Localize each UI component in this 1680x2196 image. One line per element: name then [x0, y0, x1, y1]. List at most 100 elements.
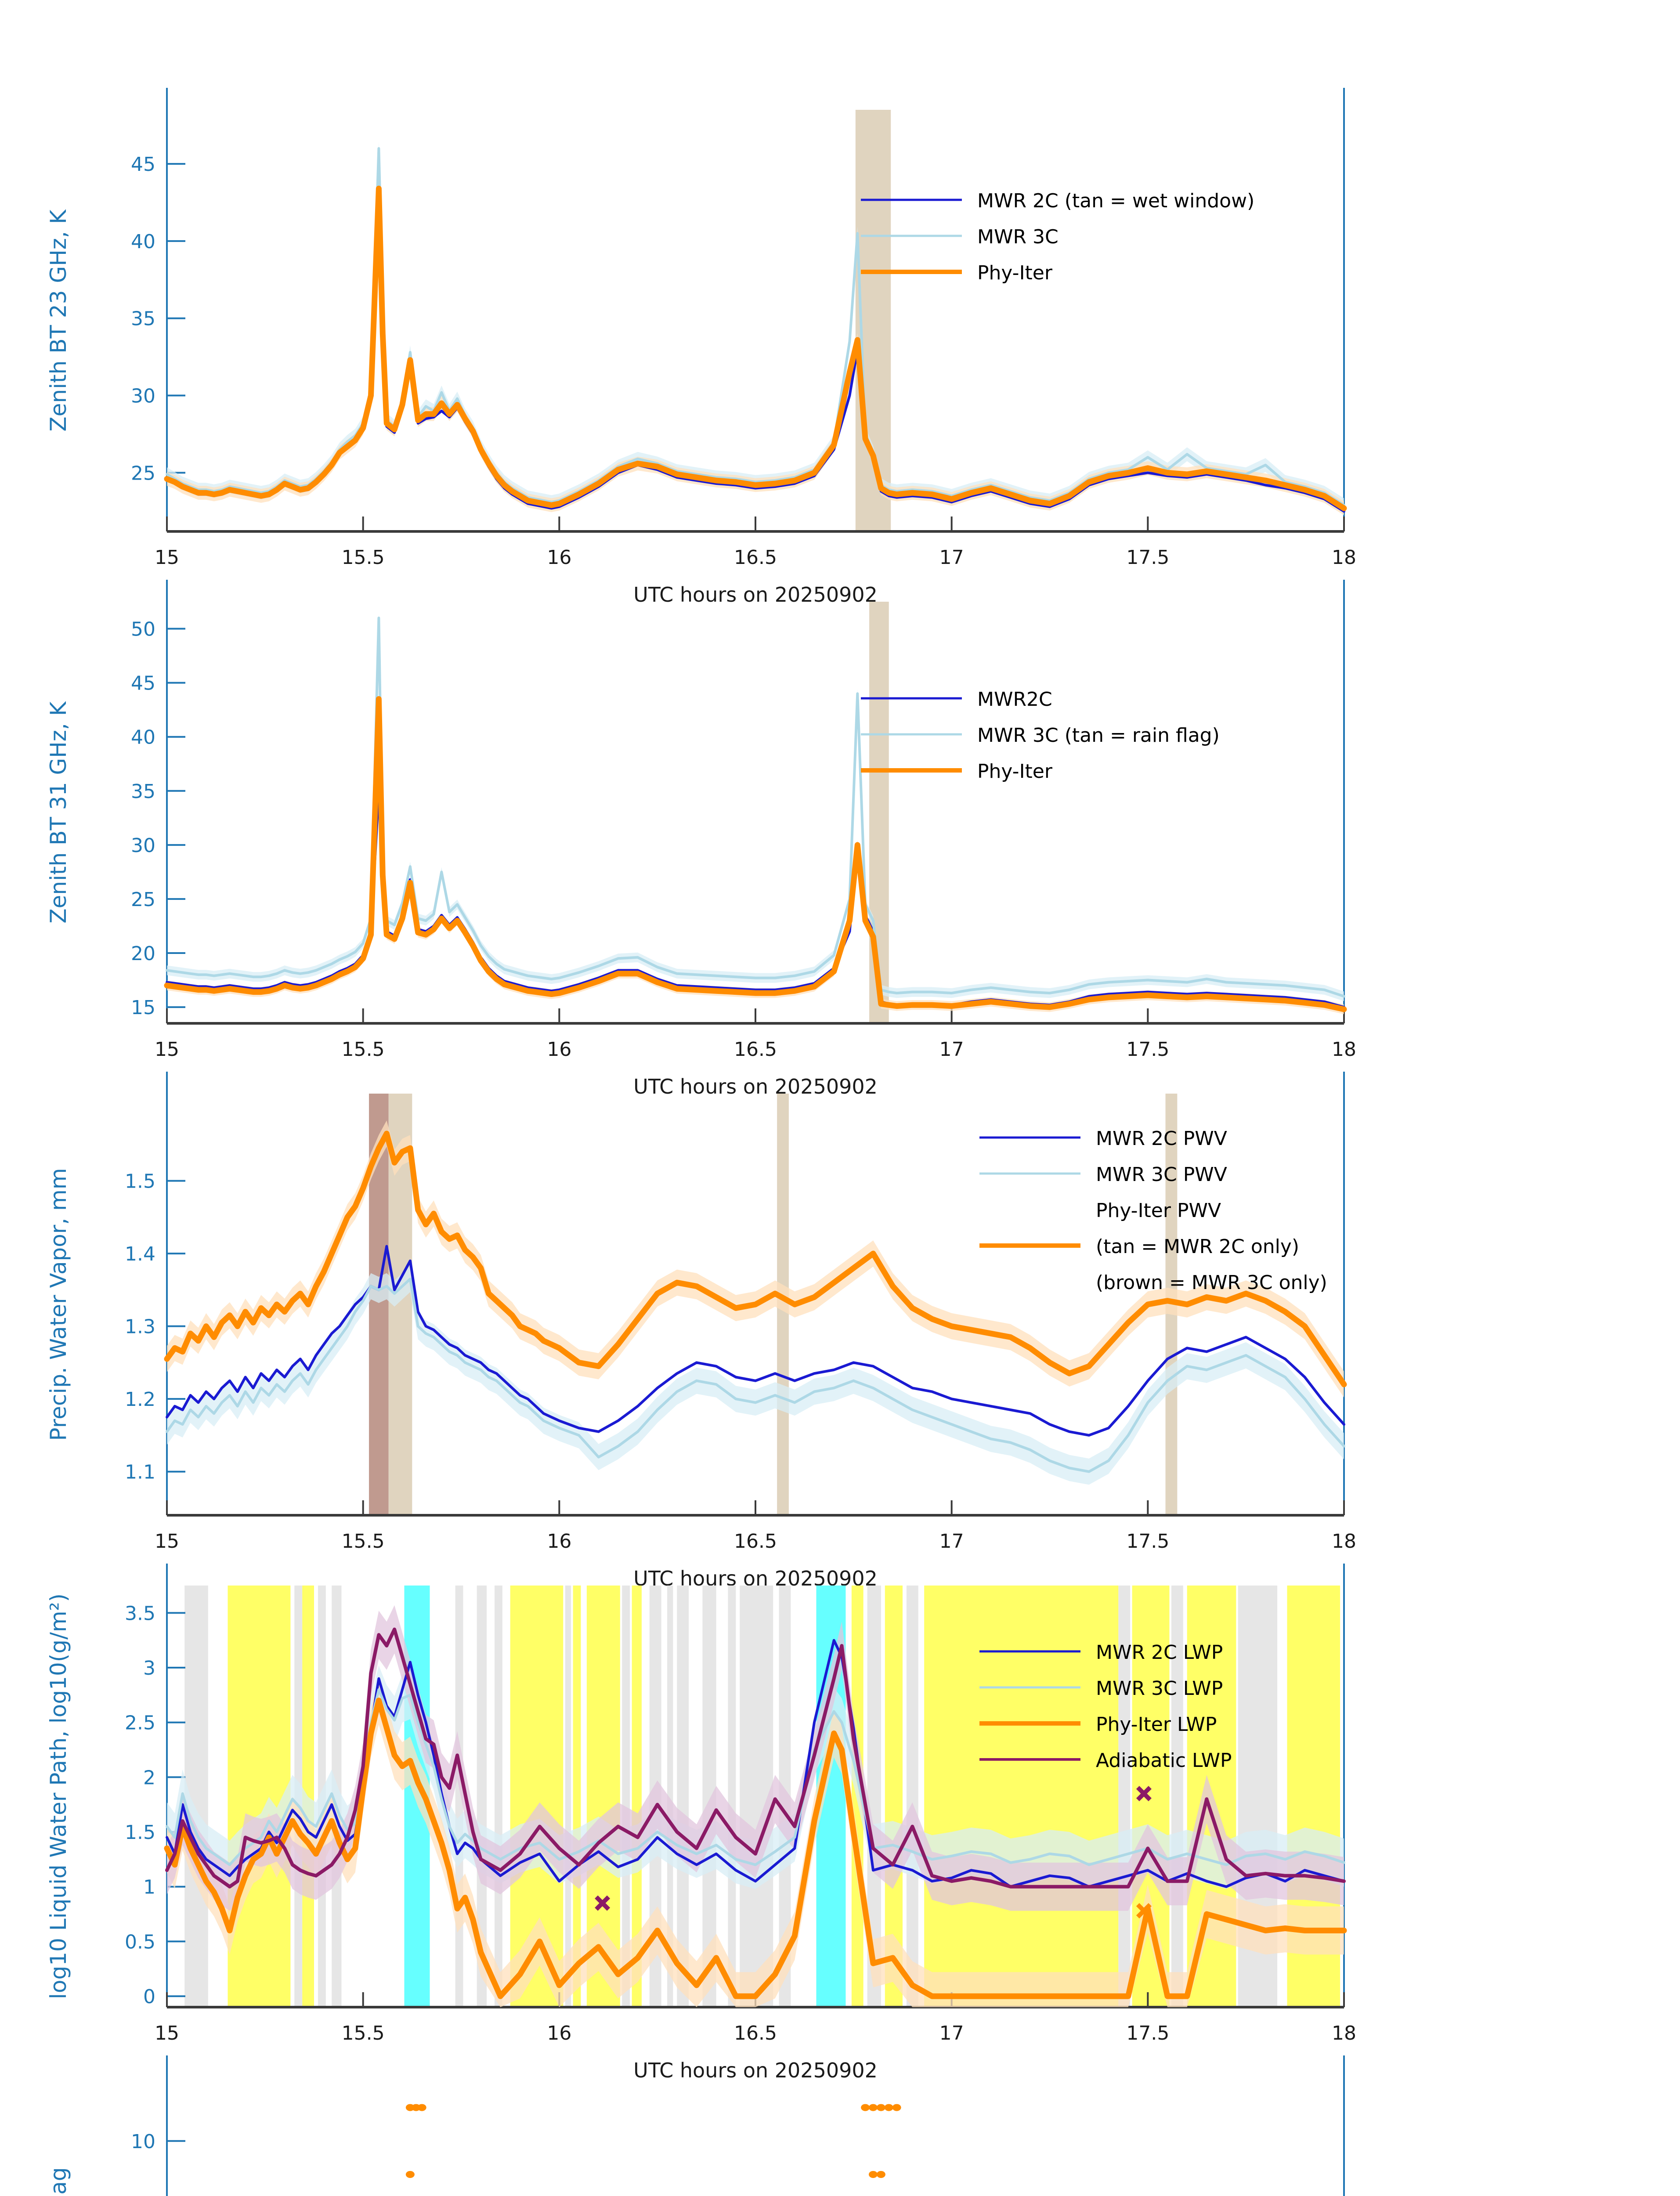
shaded-span: [573, 1586, 581, 2007]
y-tick-label: 10: [131, 2131, 155, 2153]
x-tick-label: 16.5: [734, 1530, 777, 1553]
x-tick-label: 16: [547, 546, 571, 569]
legend-label: MWR 3C PWV: [1096, 1163, 1227, 1186]
shaded-spans: [869, 602, 889, 1023]
y-tick-label: 35: [131, 780, 155, 803]
legend-label: MWR 2C (tan = wet window): [977, 190, 1254, 212]
y-tick-label: 2: [143, 1766, 155, 1789]
shaded-span: [1118, 1586, 1131, 2007]
scatter-point: [405, 2171, 415, 2178]
scatter-point: [417, 2104, 426, 2111]
x-tick-label: 17.5: [1126, 2022, 1169, 2044]
shaded-span: [477, 1586, 487, 2007]
y-tick-label: 1.1: [125, 1461, 155, 1484]
scatter-point: [892, 2104, 901, 2111]
shaded-span: [494, 1586, 502, 2007]
series-line: [166, 147, 1345, 507]
shaded-span: [906, 1586, 918, 2007]
x-tick-label: 17.5: [1126, 1038, 1169, 1061]
y-tick-label: 30: [131, 385, 155, 408]
series-group: [164, 141, 1347, 516]
y-tick-label: 0.5: [125, 1931, 155, 1953]
y-tick-label: 40: [131, 726, 155, 749]
series-line: [166, 1278, 1345, 1473]
y-axis-title: log10 Liquid Water Path, log10(g/m²): [46, 1593, 71, 1999]
axes: 25 30 35 40 45 15 15.5 16 16.5 17 17.5 18: [131, 88, 1356, 569]
x-tick-label: 15: [155, 1530, 179, 1553]
plot-area-2: 15 20 25 30 35 40 45 50 15 15.5 16 16.5 17 17.5 18 Zeni…: [46, 580, 1356, 1098]
x-tick-label: 17.5: [1126, 1530, 1169, 1553]
scatter-point: [861, 2104, 870, 2111]
shaded-span: [667, 1586, 673, 2007]
shaded-span: [622, 1586, 630, 2007]
series-line: [164, 696, 1347, 1012]
scatter-point: [869, 2104, 878, 2111]
legend-label: MWR 3C LWP: [1096, 1677, 1223, 1700]
data-marker: [595, 1895, 611, 1911]
series-line: [166, 1688, 1345, 1866]
chart-panel-4: 0 0.5 1 1.5 2 2.5 3 3.5 15 15.5 16 16.5 17 17.5 18 log1…: [0, 1550, 1680, 2082]
uncertainty-band: [167, 1676, 1344, 2007]
x-tick-label: 17: [939, 546, 964, 569]
shaded-span: [228, 1586, 291, 2007]
shaded-span: [677, 1586, 689, 2007]
x-tick-label: 18: [1332, 546, 1356, 569]
legend-label: MWR 3C: [977, 226, 1059, 248]
x-tick-label: 17: [939, 2022, 964, 2044]
data-marker: [1136, 1903, 1152, 1919]
legend-label: (tan = MWR 2C only): [1096, 1235, 1299, 1258]
legend-label: Adiabatic LWP: [1096, 1749, 1232, 1772]
y-tick-label: 1.4: [125, 1243, 155, 1265]
uncertainty-band: [167, 1665, 1344, 1889]
x-tick-label: 16: [547, 1038, 571, 1061]
y-tick-label: 45: [131, 672, 155, 695]
x-tick-label: 15.5: [342, 1530, 385, 1553]
y-tick-label: 2.5: [125, 1712, 155, 1734]
y-tick-label: 30: [131, 834, 155, 857]
legend-label: Phy-Iter: [977, 760, 1053, 783]
x-tick-label: 15: [155, 1038, 179, 1061]
legend-label: MWR 3C (tan = rain flag): [977, 724, 1220, 747]
x-tick-label: 17.5: [1126, 546, 1169, 569]
y-tick-label: 25: [131, 889, 155, 911]
series-line: [164, 185, 1347, 511]
x-tick-label: 15.5: [342, 546, 385, 569]
y-axis-title: Precip. Water Vapor, mm: [46, 1168, 71, 1441]
y-tick-label: 1: [143, 1876, 155, 1899]
shaded-span: [1171, 1586, 1183, 2007]
y-tick-label: 1.2: [125, 1388, 155, 1411]
legend-panel-1: MWR 2C (tan = wet window) MWR 3C Phy-Iter: [861, 190, 1254, 284]
x-tick-label: 16: [547, 2022, 571, 2044]
y-tick-label: 35: [131, 308, 155, 330]
x-tick-label: 15: [155, 2022, 179, 2044]
shaded-span: [565, 1586, 571, 2007]
axes: 1.1 1.2 1.3 1.4 1.5 15 15.5 16 16.5 17 17.5 18: [125, 1072, 1356, 1553]
y-tick-label: 45: [131, 153, 155, 176]
x-tick-label: 15.5: [342, 1038, 385, 1061]
x-tick-label: 16.5: [734, 546, 777, 569]
y-tick-label: 25: [131, 462, 155, 484]
legend-panel-4: MWR 2C LWP MWR 3C LWP Phy-Iter LWP Adiabati…: [979, 1641, 1232, 1772]
chart-panel-3: 1.1 1.2 1.3 1.4 1.5 15 15.5 16 16.5 17 17.5 18 Preci…: [0, 1058, 1680, 1590]
data-marker: [1136, 1786, 1152, 1802]
legend-label: Phy-Iter LWP: [1096, 1713, 1217, 1736]
series-line: [166, 616, 1345, 998]
shaded-span: [869, 602, 889, 1023]
legend-label: (brown = MWR 3C only): [1096, 1271, 1327, 1294]
scatter-point: [876, 2171, 885, 2178]
uncertainty-band: [167, 613, 1344, 1001]
legend-label: MWR 2C LWP: [1096, 1641, 1223, 1664]
y-tick-label: 40: [131, 231, 155, 253]
series-group: [164, 1120, 1347, 1485]
y-axis-title: Zenith BT 23 GHz, K: [46, 209, 71, 431]
y-tick-label: 0: [143, 1986, 155, 2008]
x-tick-label: 15: [155, 546, 179, 569]
y-axis-title: Zenith BT 31 GHz, K: [46, 701, 71, 923]
series-group: [164, 1605, 1347, 2007]
x-tick-label: 17: [939, 1038, 964, 1061]
legend-panel-3: MWR 2C PWV MWR 3C PWV Phy-Iter PWV (tan = M…: [979, 1127, 1327, 1294]
